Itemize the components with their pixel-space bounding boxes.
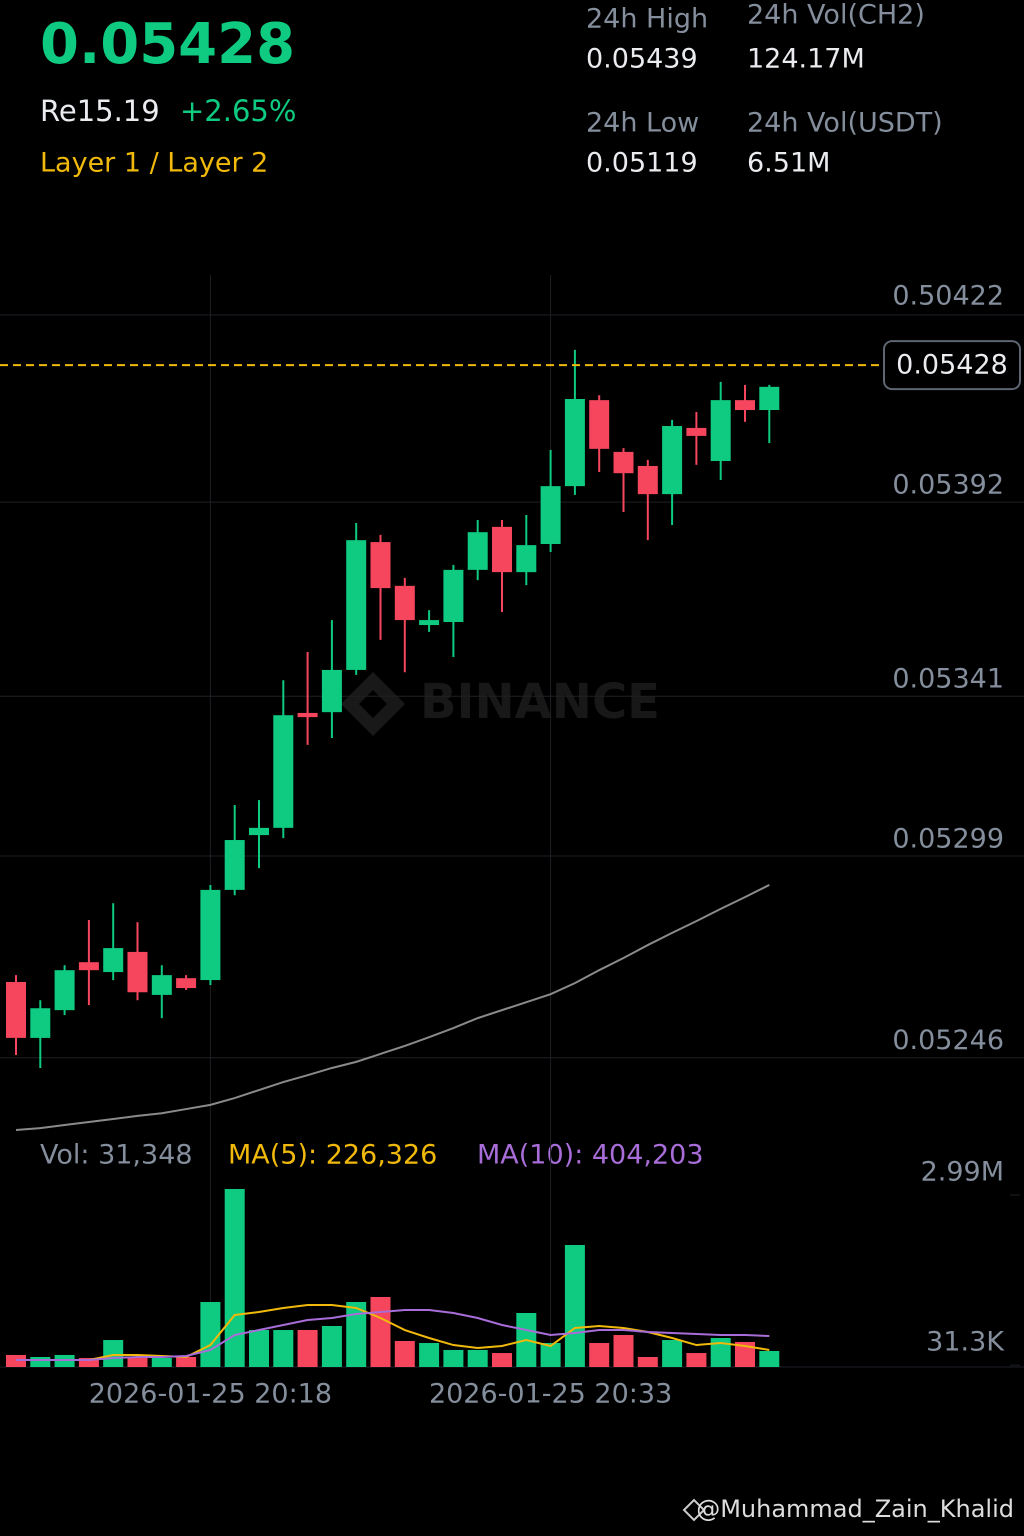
fiat-price: Re15.19 (40, 94, 160, 128)
volume-bar (540, 1343, 561, 1367)
candle-body (710, 400, 731, 462)
price-change: +2.65% (180, 94, 296, 128)
volume-bar (30, 1356, 51, 1367)
volume-bar (564, 1244, 585, 1367)
volume-bar (419, 1343, 440, 1367)
candle-body (759, 386, 780, 411)
y-tick-label: 0.05392 (892, 470, 1004, 501)
x-tick-label: 2026-01-25 20:18 (89, 1379, 332, 1410)
stat-value: 6.51M (747, 148, 830, 179)
candle-body (589, 400, 610, 449)
watermark-logo (341, 672, 405, 736)
stat-label: 24h Vol(CH2) (747, 0, 925, 31)
candle-body (516, 545, 537, 573)
volume-bar (589, 1343, 610, 1367)
y-tick-label: 0.05299 (892, 824, 1004, 855)
candle-body (443, 569, 464, 622)
volume-bar (686, 1353, 707, 1367)
candle-body (6, 981, 26, 1038)
tag: Layer 1 / Layer 2 (40, 148, 268, 179)
y-tick-label: 2.99M (921, 1157, 1004, 1188)
candle-body (346, 540, 367, 670)
candle-body (30, 1008, 51, 1038)
candle-body (492, 526, 512, 573)
x-tick-label: 2026-01-25 20:33 (429, 1379, 672, 1410)
candle-body (686, 427, 707, 436)
candle-body (321, 669, 342, 713)
candle-body (127, 951, 148, 993)
volume-bar (273, 1330, 294, 1367)
stat-value: 124.17M (747, 44, 865, 75)
volume-bar (613, 1335, 634, 1367)
candle-body (176, 978, 197, 989)
legend-entry: MA(10): 404,203 (477, 1140, 704, 1171)
candle-body (249, 827, 269, 836)
volume-bar (710, 1338, 731, 1367)
candle-body (394, 585, 415, 621)
ma-line (15, 884, 770, 1131)
candle-body (419, 620, 440, 626)
volume-bar (103, 1340, 124, 1367)
candle-body (467, 532, 488, 570)
y-tick-label: 0.05246 (892, 1025, 1004, 1056)
volume-bar (54, 1354, 75, 1367)
volume-bar (443, 1349, 464, 1367)
candle-body (224, 840, 245, 890)
candle-body (662, 426, 683, 495)
candle-body (540, 486, 561, 544)
volume-bar (467, 1349, 488, 1367)
volume-bar (297, 1330, 318, 1367)
volume-bar (6, 1354, 26, 1367)
watermark: BINANCE (341, 672, 660, 736)
candle-body (735, 400, 755, 411)
candle-body (637, 465, 658, 495)
candle-body (78, 962, 99, 971)
y-tick-label: 31.3K (926, 1327, 1005, 1358)
volume-bar (637, 1356, 658, 1367)
current-price-box (883, 340, 1021, 391)
volume-bar (394, 1341, 415, 1367)
stat-label: 24h Vol(USDT) (747, 108, 943, 139)
watermark-text: BINANCE (420, 674, 660, 730)
candle-body (613, 451, 634, 474)
candle-body (151, 975, 172, 995)
volume-bar (492, 1353, 512, 1367)
candle-body (200, 889, 221, 981)
stat-label: 24h High (586, 4, 708, 35)
volume-bar (321, 1325, 342, 1367)
footer: @Muhammad_Zain_Khalid (696, 1495, 1014, 1523)
ma-line (16, 1309, 770, 1361)
candle-body (564, 399, 585, 487)
candle-body (297, 712, 318, 718)
volume-bar (249, 1330, 269, 1367)
candle-body (370, 542, 391, 589)
volume-bar (78, 1358, 99, 1367)
stat-label: 24h Low (586, 108, 699, 139)
volume-bar (176, 1356, 197, 1367)
candle-body (54, 970, 75, 1011)
volume-bar (662, 1340, 683, 1367)
volume-label: Vol: 31,348 (40, 1140, 193, 1171)
current-price-label: 0.05428 (896, 350, 1008, 381)
stat-value: 0.05439 (586, 44, 698, 75)
volume-bar (370, 1296, 391, 1367)
volume-bar (200, 1302, 221, 1367)
stat-value: 0.05119 (586, 148, 698, 179)
volume-bar (346, 1302, 367, 1367)
volume-bar (759, 1351, 780, 1367)
footer-icon (682, 1498, 706, 1522)
volume-bar (735, 1341, 755, 1367)
candle-body (103, 948, 124, 973)
candle-body (273, 715, 294, 828)
last-price: 0.05428 (40, 12, 295, 77)
y-tick-label: 0.05341 (892, 664, 1004, 695)
volume-bar (127, 1358, 148, 1367)
volume-bar (151, 1358, 172, 1367)
y-tick-label: 0.50422 (892, 281, 1004, 312)
legend-entry: MA(5): 226,326 (228, 1140, 437, 1171)
